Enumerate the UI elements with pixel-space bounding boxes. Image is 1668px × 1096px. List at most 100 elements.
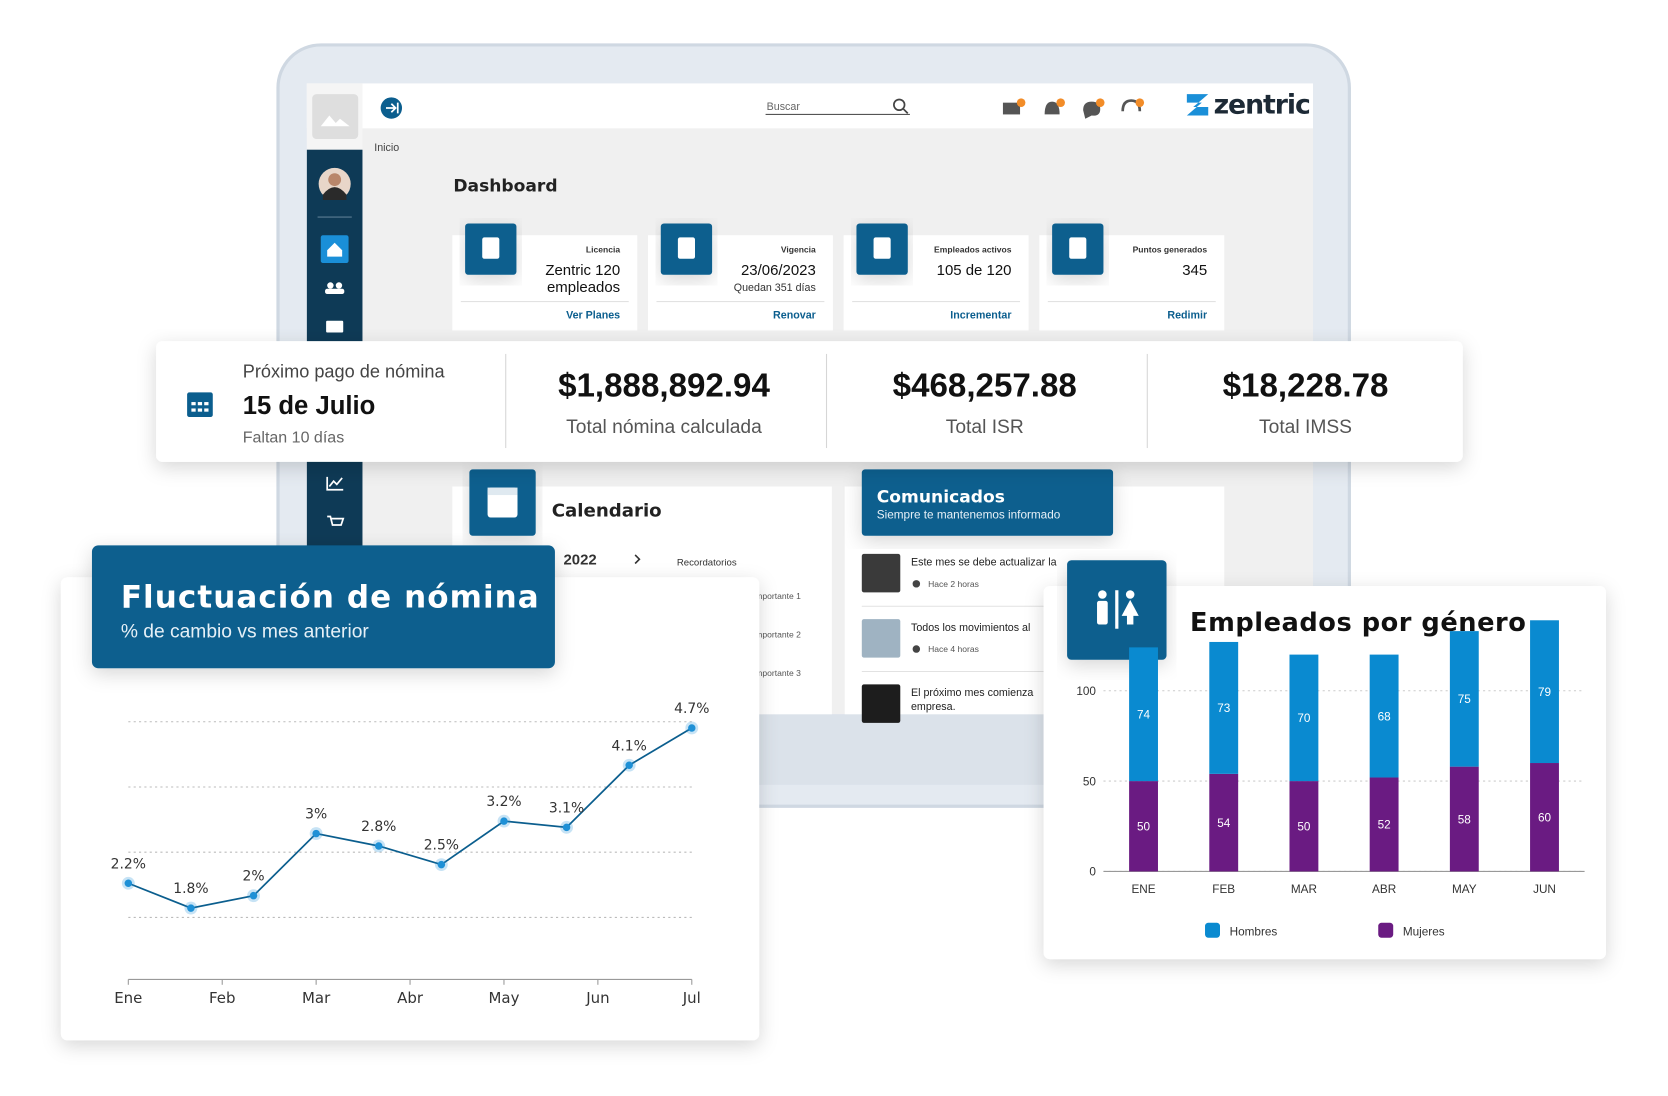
badge [1016,98,1026,107]
info-card-value: 345 [1182,262,1207,279]
value-label: 3% [305,807,327,823]
icon-body [1097,600,1108,625]
bar-label: 70 [1297,712,1311,725]
reminder: Importante 1 [753,591,801,601]
reminder: Importante 3 [753,668,801,678]
value-label: 4.7% [674,701,709,717]
calendar-month: 2022 [563,552,596,569]
dot [197,408,203,412]
info-card-action[interactable]: Renovar [773,310,816,322]
bar-label: 58 [1458,813,1472,826]
news-title: Comunicados [877,488,1005,508]
info-card-value: 105 de 120 [937,262,1012,279]
news-text: El próximo mes comienza [911,687,1033,699]
bell-icon[interactable] [1044,101,1060,115]
x-tick-label: Jul [682,989,701,1007]
payroll-remaining: Faltan 10 días [243,429,344,447]
stat-label: Total IMSS [1259,417,1352,438]
search-placeholder: Buscar [767,101,801,113]
value-label: 1.8% [173,881,208,897]
point [500,817,508,825]
x-tick-label: Jun [585,989,609,1007]
value-label: 3.1% [549,800,584,816]
breadcrumb: Inicio [374,142,399,154]
stat-value: $468,257.88 [893,368,1077,405]
info-card-label: Puntos generados [1133,244,1208,254]
payroll-summary: Próximo pago de nómina 15 de Julio Faltan … [156,341,1463,462]
y-tick-label: 0 [1089,866,1096,879]
payroll-date: 15 de Julio [243,392,376,420]
x-tick-label: MAR [1291,883,1317,896]
info-card-action[interactable]: Ver Planes [566,310,620,322]
card-icon[interactable] [326,320,344,333]
bar-segment [1449,631,1479,767]
y-tick-label: 50 [1083,775,1097,788]
news-text: Este mes se debe actualizar la [911,557,1057,569]
news-thumb [861,619,901,658]
point [124,879,133,887]
logo-placeholder [312,94,359,140]
avatar-face [328,173,342,187]
image-icon [320,115,350,127]
page-title: Dashboard [453,176,557,196]
users-icon[interactable] [327,282,334,289]
bar-label: 73 [1217,702,1231,715]
stat-label: Total nómina calculada [566,417,762,438]
news-header [861,469,1114,536]
y-tick-label: 100 [1076,685,1096,698]
mail-icon[interactable] [1002,102,1021,115]
value-label: 2% [243,869,265,885]
bar-segment [1289,654,1319,782]
value-label: 4.1% [612,738,647,754]
payroll-label: Próximo pago de nómina [243,361,446,381]
chat-icon[interactable] [1083,101,1101,119]
stat-value: $18,228.78 [1223,368,1389,405]
card [60,577,760,1041]
bar-segment [1129,781,1158,872]
legend-swatch [1378,922,1394,938]
info-card-action[interactable]: Incrementar [950,310,1011,322]
x-tick-label: Mar [302,989,331,1007]
value-label: 2.8% [361,819,396,835]
value-label: 2.5% [424,838,459,854]
calendar-title: Calendario [552,500,662,521]
point [249,891,258,900]
news-subtitle: Siempre te mantenemos informado [877,509,1061,522]
legend-swatch [1205,922,1220,938]
bar-label: 68 [1378,710,1392,723]
search-icon-handle [902,108,909,114]
chart-subtitle: % de cambio vs mes anterior [121,621,370,642]
gender-icon [1097,590,1139,629]
avatar-body [322,187,347,200]
value-label: 3.2% [486,794,521,810]
news-thumb [861,553,901,593]
bar-label: 52 [1378,819,1391,832]
cart-icon[interactable] [327,515,345,526]
collapse-icon [385,102,399,114]
legend-label: Mujeres [1403,926,1445,939]
chart-icon[interactable] [326,476,344,491]
payroll-card [156,341,1463,462]
search-icon[interactable] [893,98,906,112]
icon-divider [1115,590,1119,629]
dot [191,408,196,412]
bar-segment [1369,654,1399,778]
line-chart-card: Fluctuación de nómina % de cambio vs mes … [60,545,760,1041]
reminder: Importante 2 [753,629,801,639]
calendar-icon-top [487,487,518,496]
badge [1135,98,1145,107]
users-icon [335,282,343,289]
chart-title: Fluctuación de nómina [121,579,540,615]
news-text: empresa. [911,701,956,713]
calendar-next[interactable] [634,554,641,565]
info-card-label: Vigencia [781,244,816,254]
info-card-glyph [873,237,891,259]
line [127,727,693,909]
info-card-action[interactable]: Redimir [1167,310,1207,322]
x-tick-label: Ene [114,989,142,1007]
bar-label: 60 [1538,812,1552,825]
news-thumb [861,684,901,723]
news-time: Hace 2 horas [928,579,979,589]
point [375,842,383,850]
